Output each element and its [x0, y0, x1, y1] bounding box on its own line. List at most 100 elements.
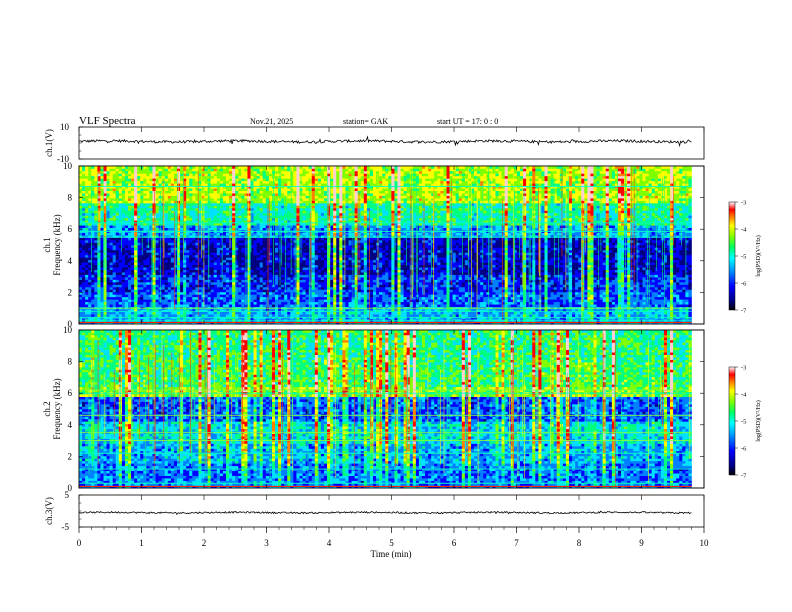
ch1-spectrogram-cell: [311, 242, 316, 246]
ch1-spectrogram-cell: [152, 311, 156, 315]
ch1-spectrogram-cell: [275, 240, 279, 243]
ch1-spectrogram-cell: [91, 301, 95, 305]
ch1-spectrogram-cell: [284, 166, 288, 169]
ch1-spectrogram-cell: [235, 188, 239, 191]
ch1-spectrogram-cell: [128, 195, 132, 199]
ch1-spectrogram-cell: [238, 272, 242, 275]
ch1-spectrogram-cell: [143, 289, 147, 293]
ch1-spectrogram-cell: [180, 215, 184, 219]
ch1-spectrogram-cell: [311, 282, 316, 285]
ch1-spectrogram-cell: [253, 286, 257, 290]
ch1-spectrogram-cell: [180, 205, 184, 209]
ch1-spectrogram-cell: [192, 282, 196, 285]
ch1-spectrogram-cell: [173, 309, 178, 312]
ch1-spectrogram-cell: [143, 291, 147, 295]
ch1-spectrogram-cell: [226, 254, 230, 258]
ch1-spectrogram-cell: [247, 286, 251, 290]
ch1-spectrogram-cell: [173, 291, 178, 295]
ch1-spectrogram-cell: [186, 198, 190, 201]
ch1-spectrogram-cell: [140, 294, 144, 298]
ch1-spectrogram-cell: [229, 185, 233, 189]
ch1-spectrogram-cell: [201, 291, 205, 295]
ch1-spectrogram-cell: [140, 188, 144, 191]
ch1-spectrogram-cell: [124, 286, 129, 290]
ch1-spectrogram-cell: [152, 166, 156, 169]
ch1-spectrogram-cell: [180, 222, 184, 226]
ch1-spectrogram-cell: [253, 264, 257, 268]
ch1-spectrogram-cell: [180, 247, 184, 251]
ch1-spectrogram-cell: [183, 227, 187, 231]
ch1-spectrogram-cell: [149, 173, 153, 177]
ch1-spectrogram-cell: [161, 304, 166, 308]
ch1-spectrogram-cell: [85, 299, 89, 303]
ch1-spectrogram-cell: [195, 254, 199, 258]
ch1-spectrogram-cell: [265, 267, 270, 270]
ch1-spectrogram-cell: [207, 249, 211, 253]
ch1-spectrogram-cell: [146, 304, 150, 308]
ch1-spectrogram-cell: [311, 240, 316, 243]
ch1-spectrogram-cell: [183, 178, 187, 182]
ch1-spectrogram-cell: [100, 175, 104, 179]
ch1-spectrogram-cell: [247, 183, 251, 187]
ch1-spectrogram-cell: [241, 217, 245, 221]
ch1-spectrogram-cell: [155, 286, 159, 290]
ch1-spectrogram-cell: [219, 304, 224, 308]
ch1-spectrogram-cell: [167, 168, 172, 172]
ch1-spectrogram-cell: [192, 252, 196, 256]
ch1-spectrogram-cell: [238, 267, 242, 270]
ch1-spectrogram-cell: [100, 309, 104, 312]
ch1-spectrogram-cell: [299, 267, 303, 270]
ch1-spectrogram-cell: [177, 282, 181, 285]
ch1-spectrogram-cell: [241, 195, 245, 199]
ch1-spectrogram-cell: [97, 170, 101, 174]
ch1-spectrogram-cell: [302, 205, 306, 209]
ch1-spectrogram-cell: [226, 225, 230, 229]
ch1-spectrogram-cell: [210, 291, 215, 295]
ch1-spectrogram-cell: [275, 212, 279, 216]
ch1-spectrogram-cell: [229, 252, 233, 256]
ch1-spectrogram-cell: [192, 259, 196, 263]
ch1-spectrogram-cell: [207, 180, 211, 184]
ch1-spectrogram-cell: [149, 185, 153, 189]
ch1-spectrogram-cell: [106, 301, 110, 305]
ch1-spectrogram-cell: [146, 183, 150, 187]
ch1-spectrogram-cell: [85, 183, 89, 187]
ch1-spectrogram-cell: [146, 269, 150, 273]
ch1-spectrogram-cell: [79, 245, 83, 248]
ch1-waveform-trace: [79, 135, 692, 148]
ch1-spectrogram-cell: [82, 183, 86, 187]
ch1-spectrogram-cell: [155, 259, 159, 263]
ch1-spectrogram-cell: [134, 170, 138, 174]
ch1-spectrogram-cell: [265, 205, 270, 209]
ch1-spectrogram-cell: [226, 240, 230, 243]
ch1-spectrogram-cell: [106, 183, 110, 187]
ch1-spectrogram-cell: [222, 207, 227, 211]
ch1-spectrogram-cell: [308, 188, 313, 191]
ch1-spectrogram-cell: [167, 264, 172, 268]
ch1-spectrogram-cell: [299, 279, 303, 283]
ch1-spectrogram-cell: [109, 232, 113, 236]
ch1-spectrogram-cell: [109, 168, 113, 172]
ch1-spectrogram-cell: [128, 185, 132, 189]
ch1-spectrogram-cell: [121, 178, 126, 182]
ch1-spectrogram-cell: [232, 257, 236, 261]
ch1-spectrogram-cell: [198, 294, 202, 298]
ch1-spectrogram-cell: [198, 299, 202, 303]
ch1-spectrogram-cell: [152, 168, 156, 172]
ch1-spectrogram-cell: [128, 190, 132, 194]
ch1-spectrogram-cell: [100, 180, 104, 184]
ch1-spectrogram-cell: [256, 220, 260, 224]
ch1-spectrogram-cell: [296, 207, 300, 211]
ch1-spectrogram-cell: [308, 200, 313, 204]
ch1-spectrogram-cell: [137, 193, 141, 196]
chart-title: VLF Spectra: [79, 115, 136, 127]
ch1-spectrogram-cell: [186, 207, 190, 211]
ch1-spectrogram-cell: [109, 247, 113, 251]
ch1-spectrogram-cell: [79, 190, 83, 194]
ch1-spectrogram-cell: [247, 173, 251, 177]
ch1-waveform-line: [79, 135, 692, 148]
ch1-spectrogram-cell: [195, 240, 199, 243]
ch1-spectrogram-cell: [88, 225, 92, 229]
ch1-spectrogram-cell: [128, 235, 132, 238]
ch1-spectrogram-cell: [118, 203, 123, 206]
